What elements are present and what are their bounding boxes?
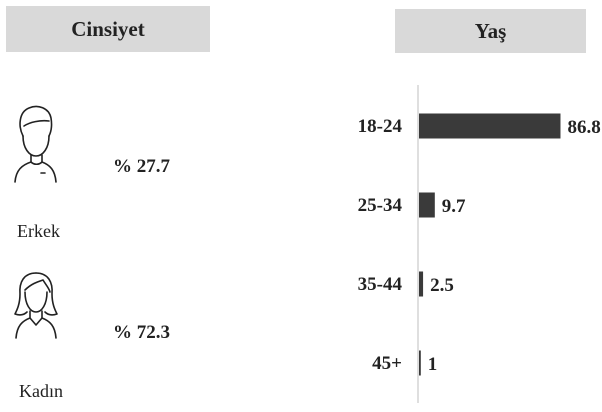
female-percent: % 72.3 xyxy=(113,322,170,343)
age-value-label: 1 xyxy=(428,354,438,375)
age-value-label: 2.5 xyxy=(430,275,454,296)
age-bar xyxy=(419,350,421,376)
age-bar xyxy=(419,113,561,139)
male-label: Erkek xyxy=(17,221,60,241)
age-panel-title: Yaş xyxy=(395,9,586,53)
age-category-label: 18-24 xyxy=(358,116,403,137)
female-person-icon xyxy=(13,270,59,342)
male-person-icon xyxy=(12,104,58,188)
gender-panel-title: Cinsiyet xyxy=(6,6,210,52)
age-value-label: 9.7 xyxy=(442,196,466,217)
age-value-label: 86.8 xyxy=(567,117,600,138)
male-percent: % 27.7 xyxy=(113,156,170,177)
age-category-label: 35-44 xyxy=(358,274,403,295)
age-bar xyxy=(419,192,435,218)
age-bar-chart: 18-24 86.8 25-34 9.7 35-44 2.5 45+ 1 xyxy=(358,85,601,403)
female-label: Kadın xyxy=(19,381,63,401)
age-bar xyxy=(419,271,424,297)
age-category-label: 45+ xyxy=(372,353,402,374)
age-category-label: 25-34 xyxy=(358,195,403,216)
